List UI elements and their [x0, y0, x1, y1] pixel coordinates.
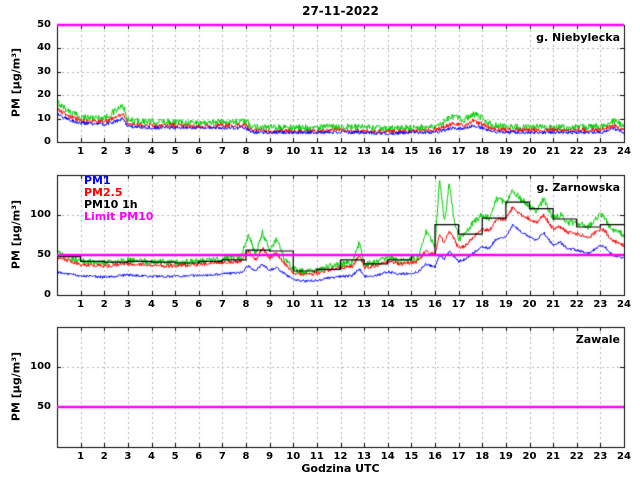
y-tick-label: 100 [30, 209, 51, 220]
x-tick-label: 22 [569, 299, 584, 310]
legend-item-limit: Limit PM10 [84, 210, 154, 223]
x-tick-label: 1 [77, 299, 85, 310]
x-axis-label: Godzina UTC [301, 462, 380, 475]
legend-item-pm10-1h: PM10 1h [84, 198, 138, 211]
x-tick-label: 9 [266, 451, 274, 462]
x-tick-label: 14 [380, 299, 395, 310]
x-tick-label: 17 [451, 299, 466, 310]
x-tick-label: 10 [286, 146, 301, 157]
x-tick-label: 9 [266, 146, 274, 157]
x-tick-label: 13 [357, 146, 372, 157]
x-tick-label: 12 [333, 299, 348, 310]
legend: PM1 PM2.5 PM10 1h Limit PM10 [84, 175, 153, 223]
y-axis-label-bottom: PM [µg/m³] [9, 351, 23, 422]
x-tick-label: 8 [242, 451, 250, 462]
y-tick-label: 30 [37, 65, 51, 77]
x-tick-label: 20 [522, 299, 537, 310]
x-tick-label: 5 [171, 451, 179, 462]
x-tick-label: 20 [522, 146, 537, 157]
x-tick-label: 21 [546, 451, 561, 462]
x-tick-label: 18 [475, 146, 490, 157]
x-tick-label: 18 [475, 451, 490, 462]
x-tick-label: 6 [195, 146, 203, 157]
x-tick-label: 3 [124, 146, 132, 157]
figure-title: 27-11-2022 [302, 4, 379, 18]
x-tick-label: 11 [309, 146, 324, 157]
x-tick-label: 10 [286, 451, 301, 462]
x-tick-label: 13 [357, 451, 372, 462]
x-tick-label: 5 [171, 146, 179, 157]
x-tick-label: 17 [451, 451, 466, 462]
x-tick-label: 11 [309, 299, 324, 310]
y-tick-label: 20 [37, 89, 51, 101]
x-tick-label: 11 [309, 451, 324, 462]
x-tick-label: 14 [380, 146, 395, 157]
x-tick-label: 17 [451, 146, 466, 157]
station-label-zawale: Zawale [575, 333, 620, 346]
x-tick-label: 15 [404, 451, 419, 462]
x-tick-label: 2 [100, 146, 108, 157]
x-tick-label: 4 [148, 299, 155, 310]
x-tick-label: 9 [266, 299, 274, 310]
x-tick-label: 18 [475, 299, 490, 310]
x-tick-label: 19 [498, 299, 513, 310]
x-tick-label: 7 [218, 299, 226, 310]
x-tick-label: 10 [286, 299, 301, 310]
x-tick-label: 24 [617, 451, 631, 462]
x-tick-label: 19 [498, 451, 513, 462]
x-tick-label: 23 [593, 451, 608, 462]
x-tick-label: 8 [242, 299, 250, 310]
y-axis-label-top: PM [µg/m³] [9, 47, 23, 118]
x-tick-label: 6 [195, 451, 203, 462]
x-tick-label: 12 [333, 146, 348, 157]
legend-item-pm1: PM1 [84, 174, 111, 187]
x-tick-label: 7 [218, 451, 226, 462]
x-tick-label: 2 [100, 299, 108, 310]
x-tick-label: 22 [569, 451, 584, 462]
x-tick-label: 19 [498, 146, 513, 157]
x-tick-label: 16 [428, 299, 442, 310]
x-tick-label: 13 [357, 299, 372, 310]
x-tick-label: 24 [617, 299, 631, 310]
y-tick-label: 0 [44, 289, 51, 300]
x-tick-label: 7 [218, 146, 226, 157]
y-tick-label: 50 [37, 249, 51, 260]
x-tick-label: 24 [617, 146, 631, 157]
x-tick-label: 1 [77, 146, 85, 157]
x-tick-label: 21 [546, 146, 561, 157]
x-tick-label: 4 [148, 146, 155, 157]
x-tick-label: 22 [569, 146, 584, 157]
y-tick-label: 100 [30, 361, 51, 372]
y-tick-label: 10 [37, 112, 51, 124]
x-tick-label: 6 [195, 299, 203, 310]
legend-item-pm25: PM2.5 [84, 186, 123, 199]
x-tick-label: 4 [148, 451, 155, 462]
x-tick-label: 5 [171, 299, 179, 310]
station-label-zarnowska: g. Zarnowska [536, 181, 620, 194]
y-tick-label: 50 [37, 19, 51, 30]
x-tick-label: 14 [380, 451, 395, 462]
x-tick-label: 2 [100, 451, 108, 462]
x-tick-label: 3 [124, 299, 132, 310]
y-tick-label: 0 [44, 136, 51, 147]
x-tick-label: 15 [404, 146, 419, 157]
x-tick-label: 23 [593, 146, 608, 157]
x-tick-label: 20 [522, 451, 537, 462]
x-tick-label: 1 [77, 451, 85, 462]
y-axis-label-middle: PM [µg/m³] [9, 199, 23, 270]
x-tick-label: 21 [546, 299, 561, 310]
station-label-niebylecka: g. Niebylecka [536, 31, 620, 44]
x-tick-label: 16 [428, 451, 442, 462]
y-tick-label: 40 [37, 42, 51, 54]
x-tick-label: 15 [404, 299, 419, 310]
y-tick-label: 50 [37, 401, 51, 412]
x-tick-label: 8 [242, 146, 250, 157]
x-tick-label: 3 [124, 451, 132, 462]
x-tick-label: 12 [333, 451, 348, 462]
x-tick-label: 16 [428, 146, 442, 157]
x-tick-label: 23 [593, 299, 608, 310]
